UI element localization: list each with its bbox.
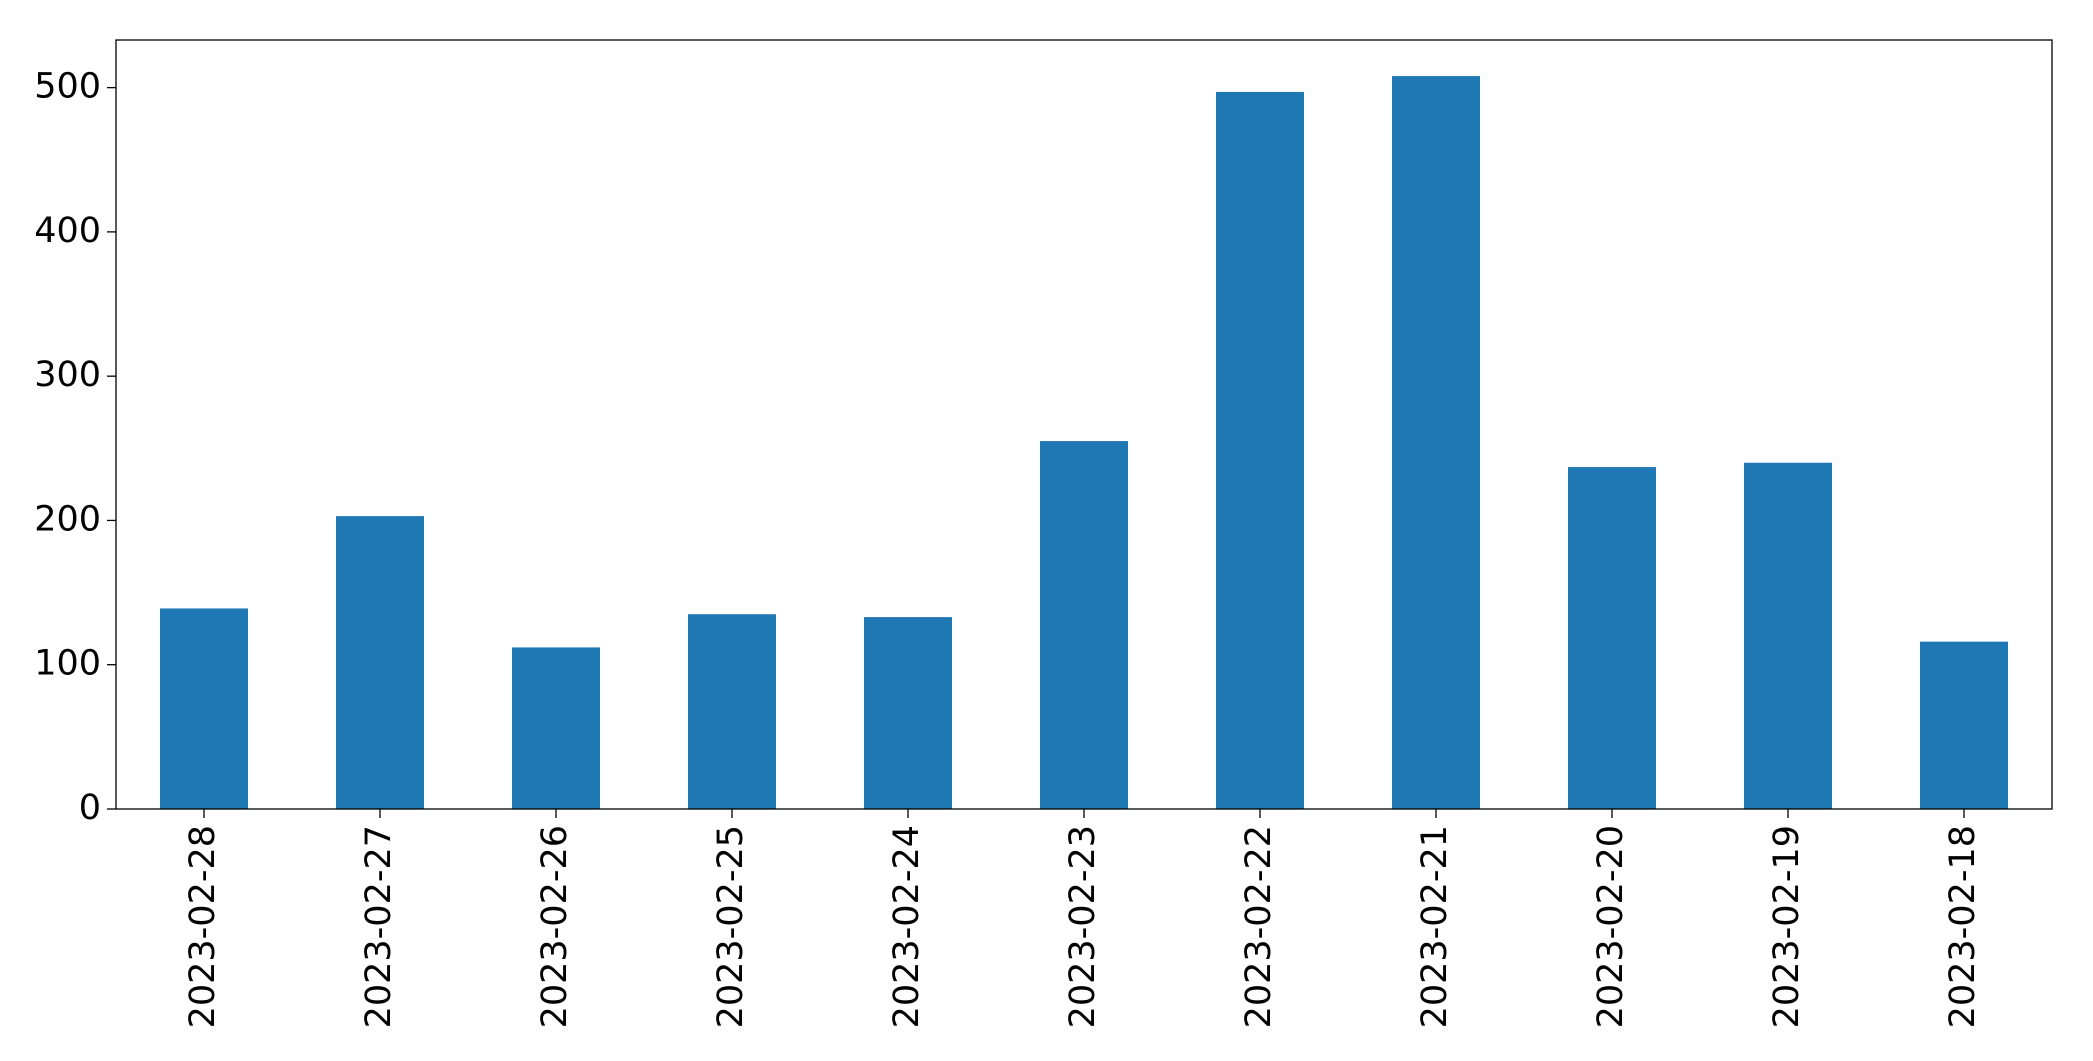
- plot-frame: [115, 39, 2053, 810]
- x-tick-label: 2023-02-26: [535, 825, 575, 1028]
- bar: [1744, 462, 1832, 809]
- x-tick-label: 2023-02-28: [183, 825, 223, 1028]
- y-tick-label: 500: [34, 67, 101, 107]
- x-tick-label: 2023-02-21: [1415, 825, 1455, 1028]
- x-tick-label: 2023-02-23: [1063, 825, 1103, 1028]
- x-tick-label: 2023-02-20: [1591, 825, 1631, 1028]
- y-tick-label: 100: [34, 644, 101, 684]
- x-tick-label: 2023-02-22: [1239, 825, 1279, 1028]
- bar: [1216, 91, 1304, 810]
- bar: [864, 617, 952, 809]
- x-tick-label: 2023-02-27: [359, 825, 399, 1028]
- x-tick-label: 2023-02-24: [887, 825, 927, 1028]
- y-tick-label: 200: [34, 499, 101, 539]
- bar: [1568, 467, 1656, 809]
- y-tick-label: 300: [34, 355, 101, 395]
- bar: [1392, 76, 1480, 810]
- bar: [336, 516, 424, 809]
- bar: [1920, 641, 2008, 809]
- x-tick-label: 2023-02-19: [1767, 825, 1807, 1028]
- y-tick-label: 0: [79, 788, 101, 828]
- bar: [512, 647, 600, 809]
- y-tick-label: 400: [34, 211, 101, 251]
- bar: [160, 608, 248, 809]
- bar: [1040, 441, 1128, 809]
- x-tick-label: 2023-02-18: [1943, 825, 1983, 1028]
- bar: [688, 614, 776, 809]
- x-tick-label: 2023-02-25: [711, 825, 751, 1028]
